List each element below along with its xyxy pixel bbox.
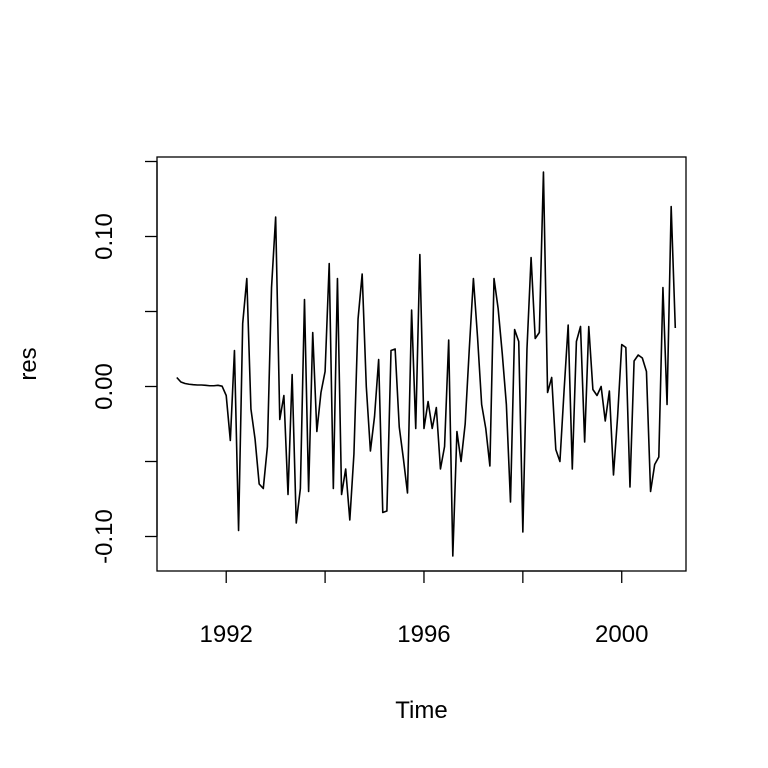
y-axis-label: res [15, 347, 42, 380]
x-tick-label: 2000 [595, 621, 648, 648]
series-line [176, 171, 677, 557]
x-axis: 1992 1996 2000 [200, 570, 648, 648]
y-axis: -0.10 0.00 0.10 [91, 160, 158, 564]
x-tick-label: 1996 [397, 621, 450, 648]
x-tick-label: 1992 [200, 621, 253, 648]
x-axis-label: Time [395, 697, 447, 724]
series-layer [176, 171, 677, 557]
y-tick-label: 0.10 [91, 213, 118, 260]
y-tick-label: -0.10 [91, 509, 118, 564]
y-tick-label: 0.00 [91, 363, 118, 410]
plot-frame [156, 156, 687, 572]
